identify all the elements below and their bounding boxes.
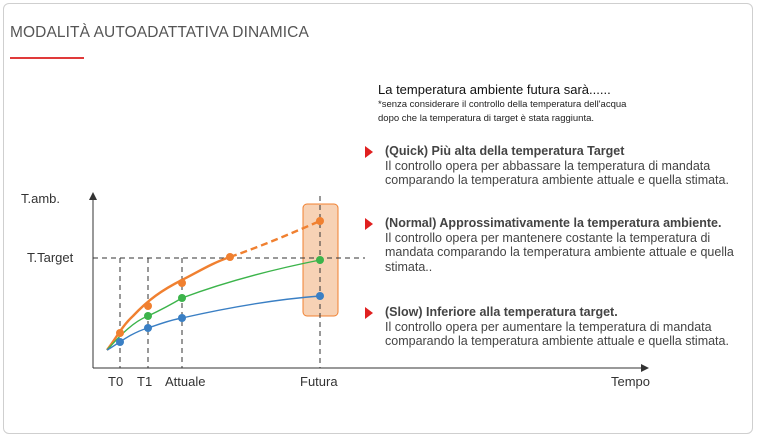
item-slow-body: Il controllo opera per aumentare la temp… [385, 319, 729, 349]
normal-point-t1 [144, 312, 152, 320]
panel: MODALITÀ AUTOADATTATIVA DINAMICA [3, 3, 753, 434]
intro-lead: La temperatura ambiente futura sarà.....… [378, 82, 611, 97]
y-axis-label: T.amb. [21, 191, 60, 206]
item-quick-body: Il controllo opera per abbassare la temp… [385, 158, 729, 188]
quick-point-futura [316, 217, 324, 225]
quick-point-t1 [144, 302, 152, 310]
normal-point-futura [316, 256, 324, 264]
normal-curve [106, 259, 321, 351]
x-axis-label: Tempo [611, 374, 650, 389]
item-normal-heading: (Normal) Approssimativamente la temperat… [385, 216, 722, 230]
slow-point-t0 [116, 338, 124, 346]
intro-note-line1: *senza considerare il controllo della te… [378, 99, 627, 110]
intro-note-line2: dopo che la temperatura di target è stat… [378, 113, 594, 124]
item-quick-heading: (Quick) Più alta della temperatura Targe… [385, 144, 625, 158]
intro: La temperatura ambiente futura sarà.....… [378, 82, 738, 125]
slow-point-attuale [178, 314, 186, 322]
quick-point-attuale [178, 279, 186, 287]
title-underline [10, 57, 84, 59]
quick-point-target [226, 253, 234, 261]
quick-curve-dashed [229, 219, 321, 259]
tick-t0: T0 [108, 374, 123, 389]
normal-point-attuale [178, 294, 186, 302]
page-title: MODALITÀ AUTOADATTATIVA DINAMICA [10, 24, 309, 41]
tick-attuale: Attuale [165, 374, 205, 389]
slow-point-t1 [144, 324, 152, 332]
target-label: T.Target [27, 250, 74, 265]
tick-futura: Futura [300, 374, 338, 389]
arrow-icon [365, 146, 373, 158]
quick-point-t0 [116, 329, 124, 337]
slow-point-futura [316, 292, 324, 300]
arrow-icon [365, 307, 373, 319]
quick-curve-solid [106, 255, 231, 351]
slow-curve [106, 295, 321, 351]
item-normal-body: Il controllo opera per mantenere costant… [385, 230, 734, 274]
item-slow-heading: (Slow) Inferiore alla temperatura target… [385, 305, 618, 319]
arrow-icon [365, 218, 373, 230]
tick-t1: T1 [137, 374, 152, 389]
